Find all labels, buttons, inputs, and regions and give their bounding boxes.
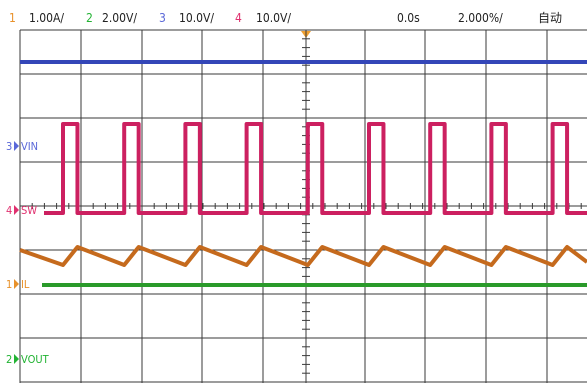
ch3-number[interactable]: 3 [159, 11, 166, 25]
vout-arrow-icon [14, 354, 19, 364]
time-offset[interactable]: 0.0s [397, 11, 420, 25]
channel-labels: 3 VIN 4 SW 1 IL 2 VOUT [6, 140, 50, 366]
il-channel-marker[interactable]: 1 IL [6, 278, 30, 291]
vout-channel-number: 2 [6, 353, 12, 366]
graticule [19, 29, 587, 383]
ch4-sw-trace [44, 122, 587, 215]
ch1-number[interactable]: 1 [9, 11, 16, 25]
sw-arrow-icon [14, 205, 19, 215]
vout-channel-marker[interactable]: 2 VOUT [6, 353, 50, 366]
vin-arrow-icon [14, 141, 19, 151]
ch4-number[interactable]: 4 [235, 11, 242, 25]
vin-channel-number: 3 [6, 140, 12, 153]
vout-channel-label: VOUT [21, 353, 50, 366]
il-arrow-icon [14, 279, 19, 289]
ch1-il-trace [19, 245, 587, 267]
il-channel-label: IL [21, 278, 30, 291]
sw-channel-label: SW [21, 204, 37, 217]
trigger-mode[interactable]: 自动 [538, 11, 562, 25]
sw-channel-number: 4 [6, 204, 12, 217]
waveform-traces [19, 60, 587, 287]
ch4-scale[interactable]: 10.0V/ [256, 11, 291, 25]
ch1-scale[interactable]: 1.00A/ [29, 11, 64, 25]
status-header: 1 1.00A/ 2 2.00V/ 3 10.0V/ 4 10.0V/ 0.0s… [9, 11, 562, 25]
ch2-number[interactable]: 2 [86, 11, 93, 25]
sw-channel-marker[interactable]: 4 SW [6, 204, 37, 217]
timebase[interactable]: 2.000%/ [458, 11, 503, 25]
vin-channel-label: VIN [21, 140, 38, 153]
vin-channel-marker[interactable]: 3 VIN [6, 140, 38, 153]
ch3-scale[interactable]: 10.0V/ [179, 11, 214, 25]
ch2-scale[interactable]: 2.00V/ [102, 11, 137, 25]
il-channel-number: 1 [6, 278, 12, 291]
